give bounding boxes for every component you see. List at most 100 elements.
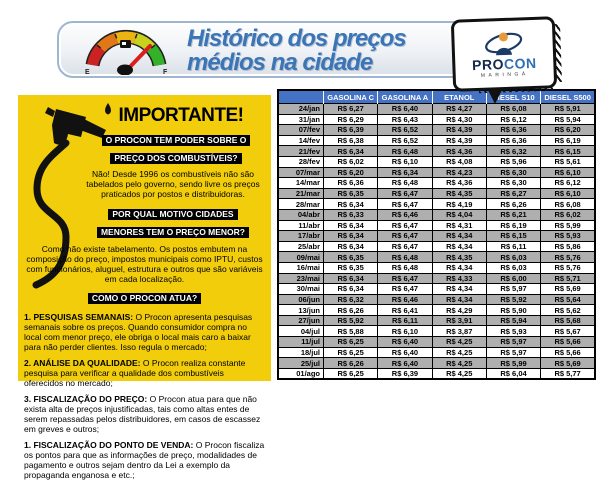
price-cell: R$ 6,15 — [485, 230, 542, 242]
price-cell: R$ 4,35 — [431, 251, 487, 263]
price-cell: R$ 4,25 — [431, 357, 487, 369]
price-cell: R$ 4,33 — [431, 272, 487, 285]
price-cell: R$ 6,40 — [377, 357, 433, 369]
action-item-text: O Procon apresenta pesquisas semanais so… — [24, 312, 253, 352]
table-row: 21/mar R$ 6,35 R$ 6,47 R$ 4,35 R$ 6,27 R$ 6,1… — [277, 187, 596, 200]
table-row: 27/jun R$ 5,92 R$ 6,11 R$ 3,91 R$ 5,94 R$ 5,6… — [277, 314, 596, 327]
column-header: DIESEL S500 — [540, 90, 595, 104]
price-cell: R$ 5,69 — [540, 357, 596, 369]
price-cell: R$ 3,87 — [431, 325, 487, 338]
action-item: 2. ANÁLISE DA QUALIDADE: O Procon realiz… — [24, 358, 265, 388]
price-cell: R$ 6,10 — [377, 325, 433, 338]
date-cell: 28/fev — [277, 155, 324, 168]
panel-title: IMPORTANTE! — [118, 105, 244, 126]
price-cell: R$ 6,11 — [485, 240, 542, 253]
price-cell: R$ 6,48 — [377, 145, 433, 157]
speech-bubble: PROCON MARINGÁ — [450, 16, 558, 92]
action-item-label: 3. FISCALIZAÇÃO DO PREÇO: — [24, 394, 148, 404]
date-cell: 11/jul — [277, 336, 324, 348]
price-cell: R$ 5,66 — [540, 336, 596, 348]
price-cell: R$ 6,39 — [377, 367, 433, 380]
speech-bubble-tail — [487, 88, 503, 104]
date-cell: 14/fev — [277, 134, 324, 147]
price-cell: R$ 4,08 — [431, 155, 487, 168]
price-cell: R$ 4,04 — [431, 208, 487, 221]
price-cell: R$ 5,97 — [485, 346, 542, 359]
date-cell: 21/fev — [277, 145, 324, 157]
date-cell: 17/abr — [277, 230, 324, 242]
price-cell: R$ 6,39 — [322, 124, 379, 136]
price-cell: R$ 6,34 — [377, 166, 433, 179]
price-cell: R$ 5,92 — [485, 293, 542, 306]
price-cell: R$ 6,26 — [485, 198, 542, 210]
action-items-list: 1. PESQUISAS SEMANAIS: O Procon apresent… — [23, 312, 266, 480]
price-cell: R$ 5,97 — [485, 336, 542, 348]
price-cell: R$ 4,25 — [431, 346, 487, 359]
date-cell: 01/ago — [277, 367, 324, 380]
price-cell: R$ 6,34 — [322, 198, 379, 210]
price-cell: R$ 6,48 — [377, 251, 433, 263]
date-cell: 16/mai — [277, 261, 324, 274]
table-row: 01/ago R$ 6,25 R$ 6,39 R$ 4,25 R$ 6,04 R$ 5,7… — [277, 367, 596, 380]
procon-wordmark: PROCON — [472, 54, 537, 73]
table-row: 28/mar R$ 6,34 R$ 6,47 R$ 4,19 R$ 6,26 R$ 6,0… — [277, 198, 596, 210]
price-cell: R$ 6,35 — [322, 187, 379, 200]
price-cell: R$ 4,34 — [431, 261, 487, 274]
price-cell: R$ 5,91 — [540, 103, 596, 115]
price-cell: R$ 6,43 — [377, 113, 433, 126]
table-row: 28/fev R$ 6,02 R$ 6,10 R$ 4,08 R$ 5,96 R$ 5,6… — [277, 155, 596, 168]
question-2-line2: MENORES TEM O PREÇO MENOR? — [96, 227, 250, 238]
table-row: 14/mar R$ 6,36 R$ 6,48 R$ 4,36 R$ 6,30 R$ 6,1… — [277, 177, 596, 189]
price-cell: R$ 6,48 — [377, 261, 433, 274]
table-row: 11/abr R$ 6,34 R$ 6,47 R$ 4,31 R$ 6,19 R$ 5,9… — [277, 219, 596, 232]
price-cell: R$ 6,36 — [322, 177, 379, 189]
procon-person-icon — [485, 32, 523, 56]
table-body: 24/jan R$ 6,27 R$ 6,40 R$ 4,27 R$ 6,08 R$ 5,9… — [277, 103, 596, 380]
date-cell: 13/jun — [277, 304, 324, 316]
table-row: 07/fev R$ 6,39 R$ 6,52 R$ 4,39 R$ 6,36 R$ 6,2… — [277, 124, 596, 136]
question-2: POR QUAL MOTIVO CIDADES MENORES TEM O PR… — [75, 204, 271, 240]
price-cell: R$ 6,34 — [322, 230, 379, 242]
table-row: 04/abr R$ 6,33 R$ 6,46 R$ 4,04 R$ 6,21 R$ 6,0… — [277, 208, 596, 221]
price-cell: R$ 4,31 — [431, 219, 487, 232]
price-cell: R$ 6,47 — [377, 283, 433, 295]
price-cell: R$ 6,15 — [540, 145, 596, 157]
price-cell: R$ 6,48 — [377, 177, 433, 189]
brand-con-text: CON — [503, 54, 537, 73]
price-cell: R$ 5,92 — [322, 314, 379, 327]
price-cell: R$ 5,64 — [540, 293, 596, 306]
date-cell: 06/jun — [277, 293, 324, 306]
price-cell: R$ 5,76 — [540, 261, 596, 274]
date-cell: 04/jul — [277, 325, 324, 338]
price-cell: R$ 6,20 — [540, 124, 596, 136]
table-row: 30/mai R$ 6,34 R$ 6,47 R$ 4,34 R$ 5,97 R$ 5,6… — [277, 283, 596, 295]
price-cell: R$ 5,99 — [540, 219, 596, 232]
question-1-line2: PREÇO DOS COMBUSTÍVEIS? — [110, 153, 242, 164]
page-title-line2: médios na cidade — [187, 49, 373, 76]
flyer-page: { "colors": { "panel_yellow": "#F2CD0B",… — [18, 16, 596, 480]
price-cell: R$ 5,77 — [540, 367, 596, 380]
date-cell: 28/mar — [277, 198, 324, 210]
price-cell: R$ 6,10 — [377, 155, 433, 168]
date-cell: 31/jan — [277, 113, 324, 126]
table-row: 06/jun R$ 6,32 R$ 6,46 R$ 4,34 R$ 5,92 R$ 5,6… — [277, 293, 596, 306]
date-cell: 25/jul — [277, 357, 324, 369]
price-cell: R$ 6,30 — [485, 166, 542, 179]
date-cell: 07/mar — [277, 166, 324, 179]
price-cell: R$ 5,94 — [485, 314, 542, 327]
table-row: 09/mai R$ 6,35 R$ 6,48 R$ 4,35 R$ 6,03 R$ 5,7… — [277, 251, 596, 263]
price-cell: R$ 6,35 — [322, 261, 379, 274]
header-banner: E F Histórico dos preços médios na cidad… — [57, 21, 481, 78]
question-1: O PROCON TEM PODER SOBRE O PREÇO DOS COM… — [81, 130, 271, 166]
question-3: COMO O PROCON ATUA? — [23, 288, 266, 306]
price-cell: R$ 6,12 — [540, 177, 596, 189]
price-cell: R$ 6,27 — [322, 103, 379, 115]
table-header: GASOLINA C GASOLINA A ETANOL DIESEL S10 DIES… — [278, 90, 595, 104]
price-cell: R$ 5,93 — [540, 230, 596, 242]
price-cell: R$ 6,33 — [322, 208, 379, 221]
price-cell: R$ 5,86 — [540, 240, 596, 253]
price-cell: R$ 5,96 — [485, 155, 542, 168]
price-cell: R$ 6,47 — [377, 187, 433, 200]
date-cell: 18/jul — [277, 346, 324, 359]
table-row: 31/jan R$ 6,29 R$ 6,43 R$ 4,30 R$ 6,12 R$ 5,9… — [277, 113, 596, 126]
